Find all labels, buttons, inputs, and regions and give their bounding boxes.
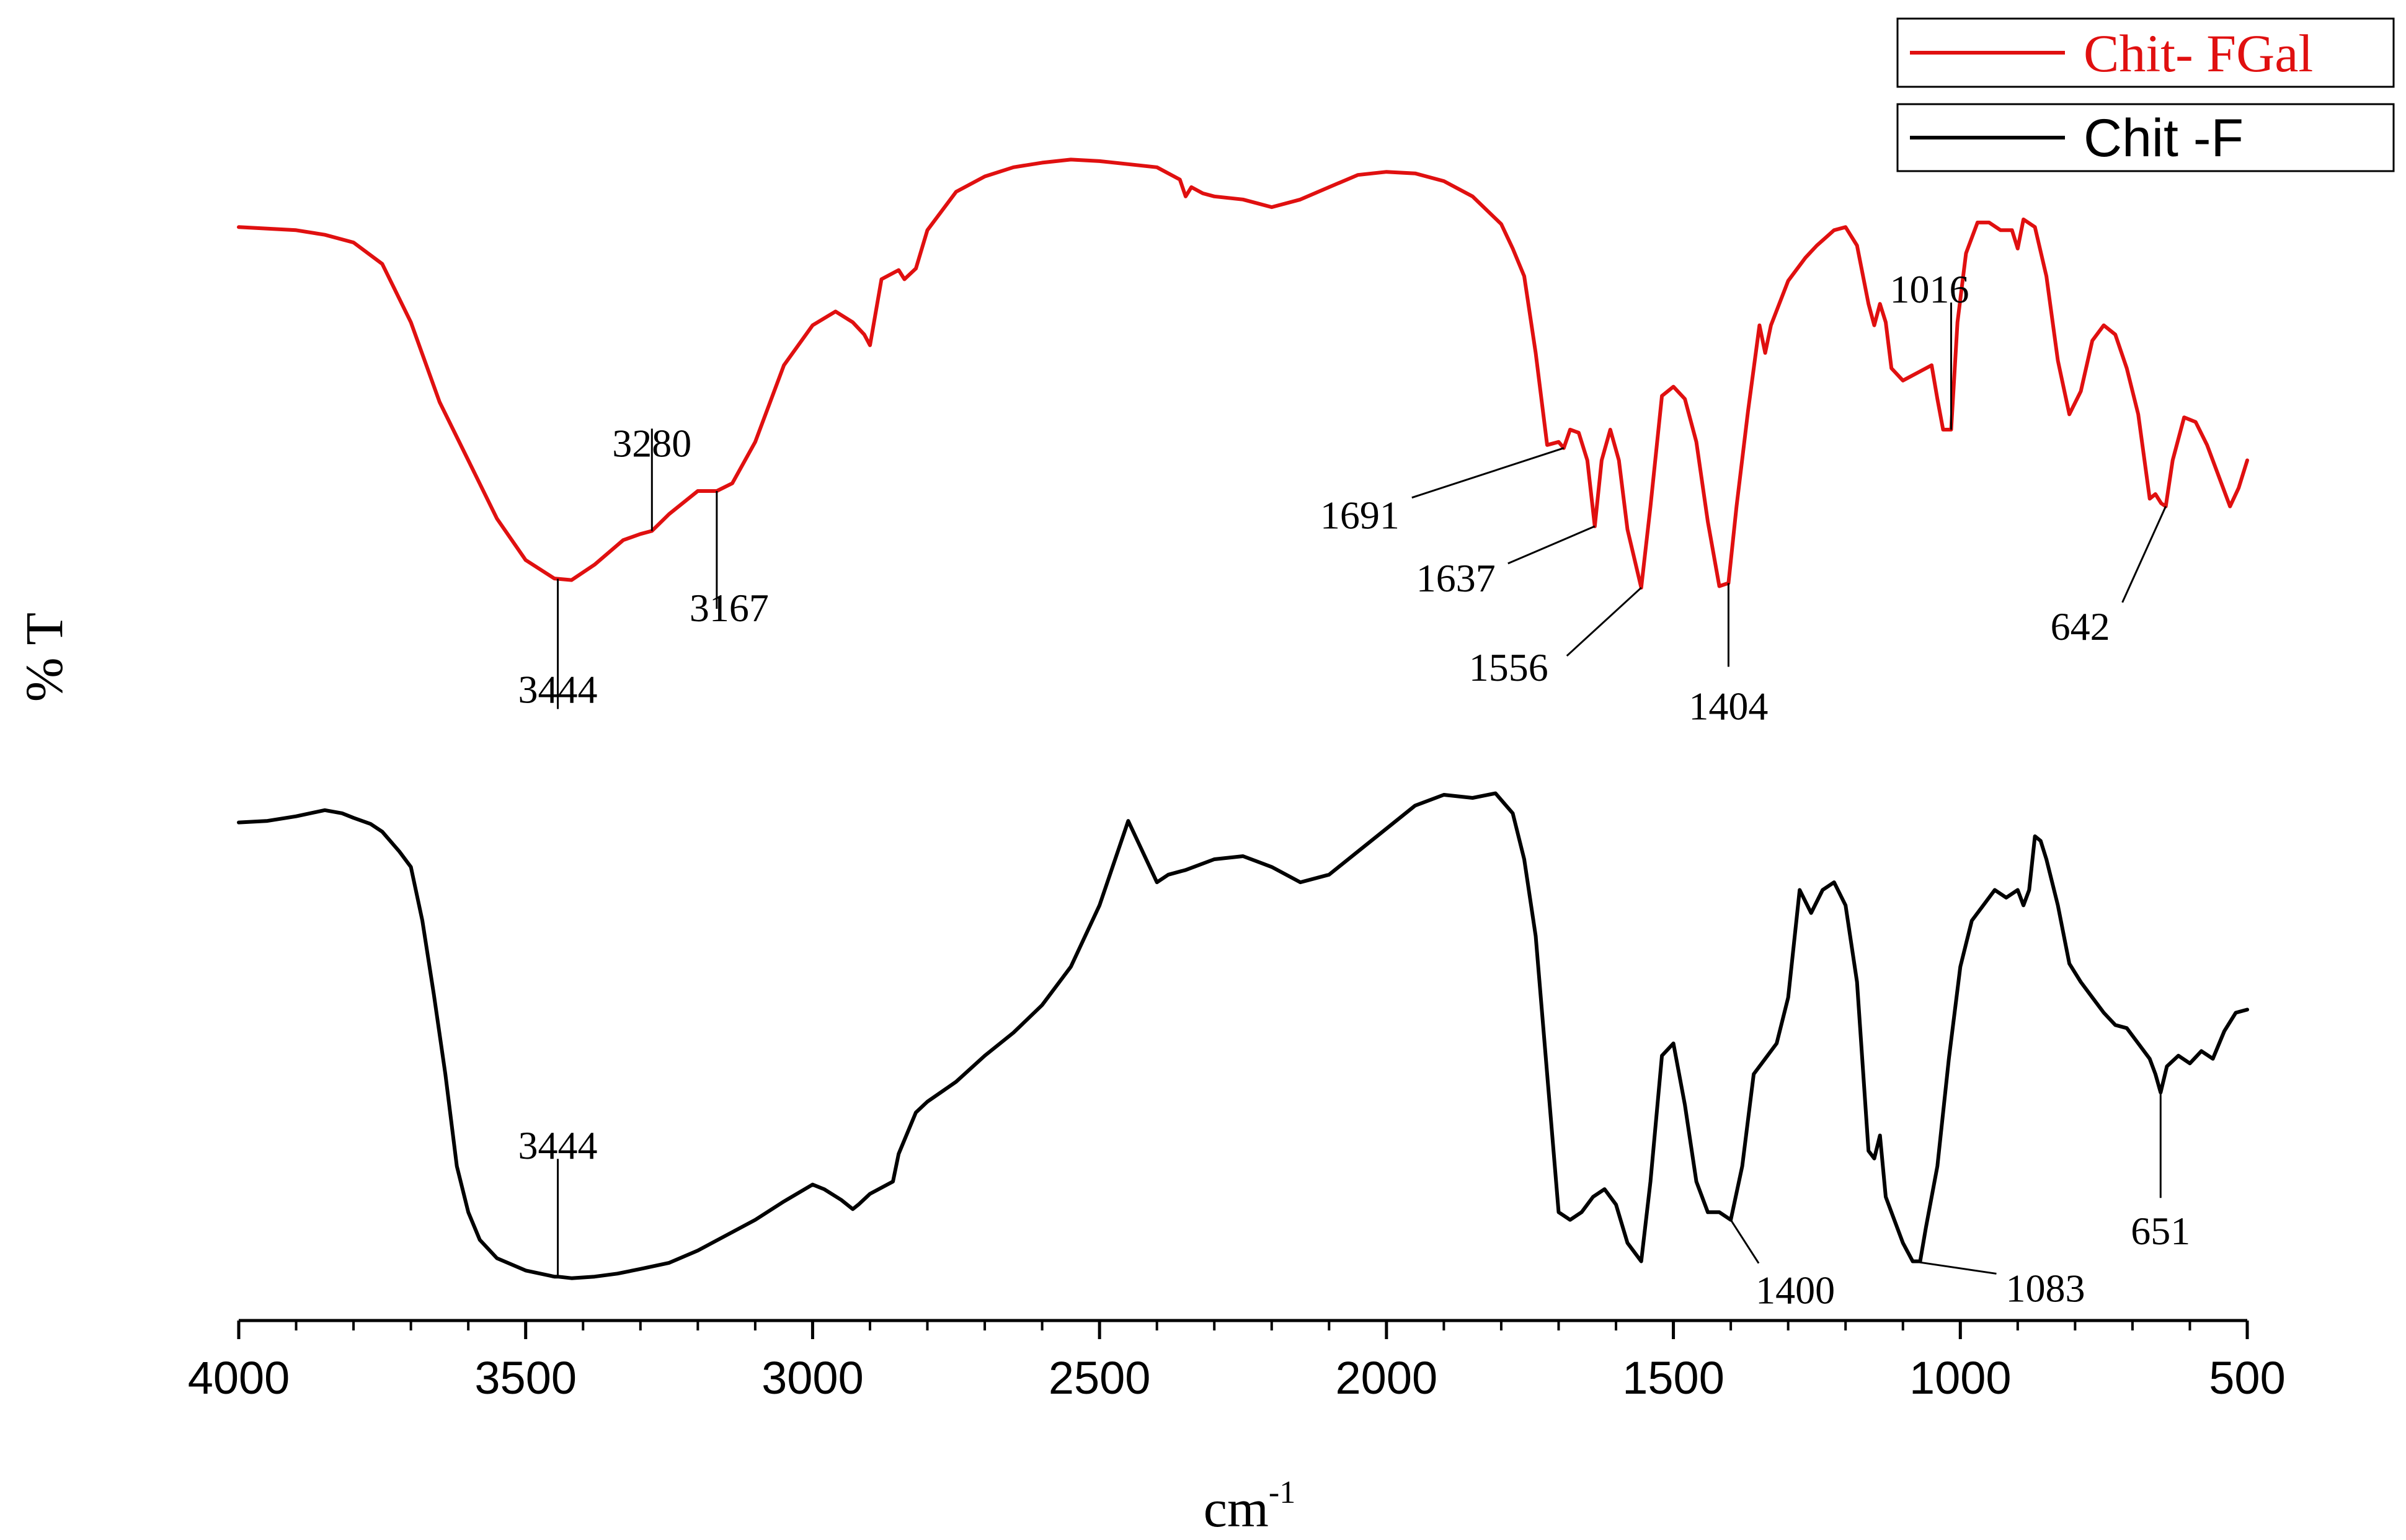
annotation-label: 1637 <box>1416 556 1496 600</box>
x-tick-label: 2500 <box>1049 1352 1151 1404</box>
annotation-label: 3444 <box>518 1123 598 1167</box>
x-tick-label: 1000 <box>1909 1352 2012 1404</box>
x-tick-label: 3500 <box>474 1352 577 1404</box>
legend-label: Chit- FGal <box>2084 24 2313 83</box>
series-layer <box>237 157 2249 1280</box>
legend: Chit- FGal Chit -F <box>1896 17 2395 172</box>
legend-label: Chit -F <box>2084 108 2244 168</box>
series-line-chit-fgal <box>237 157 2249 590</box>
annotation-label: 1400 <box>1756 1268 1835 1312</box>
series-line-chit-f <box>237 791 2249 1280</box>
y-axis-title: % T <box>14 613 74 702</box>
x-tick-label: 3000 <box>761 1352 864 1404</box>
annotation-label: 1556 <box>1469 645 1548 689</box>
annotation-leader <box>1729 1219 1760 1264</box>
annotation-label: 3280 <box>612 421 691 465</box>
annotation-label: 1083 <box>2005 1266 2085 1310</box>
x-tick-label: 500 <box>2209 1352 2285 1404</box>
x-axis: 4000 3500 3000 2500 2000 1500 1000 500 <box>188 1319 2286 1404</box>
annotation-leader <box>1566 586 1642 657</box>
annotation-label: 3167 <box>690 586 769 630</box>
x-tick-label: 1500 <box>1622 1352 1725 1404</box>
x-axis-title: cm-1 <box>1204 1475 1295 1538</box>
annotation-label: 3444 <box>518 668 598 712</box>
annotation-label: 642 <box>2051 604 2110 648</box>
annotation-leader <box>1507 525 1596 565</box>
x-tick-label: 2000 <box>1336 1352 1438 1404</box>
annotation-layer: 3444 3280 3167 1691 1637 1556 1404 1016 642 3444 1… <box>518 267 2191 1312</box>
annotation-label: 1691 <box>1320 493 1400 538</box>
annotation-label: 651 <box>2131 1209 2190 1253</box>
x-tick-label: 4000 <box>188 1352 290 1404</box>
annotation-label: 1404 <box>1689 684 1768 728</box>
annotation-label: 1016 <box>1889 267 1969 311</box>
annotation-leader <box>2121 506 2167 603</box>
annotation-leader <box>1912 1260 1997 1275</box>
annotation-leader <box>1411 447 1565 499</box>
